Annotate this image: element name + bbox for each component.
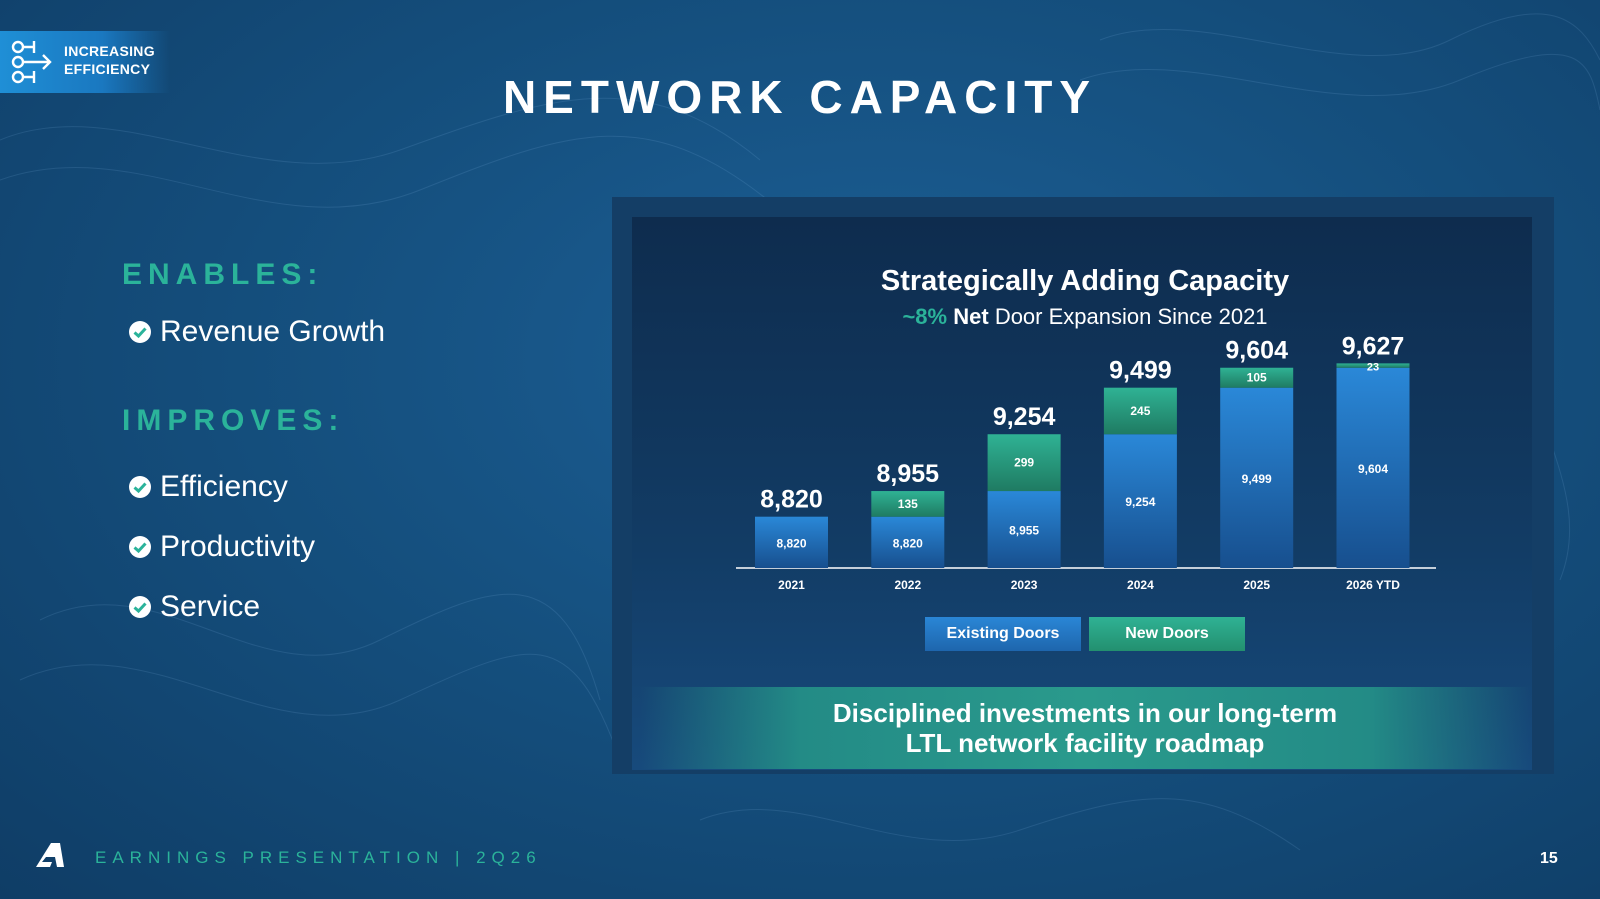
improves-item-productivity: Productivity — [128, 529, 315, 565]
new-doors-bar — [871, 491, 945, 517]
chart-legend: Existing Doors New Doors — [925, 617, 1253, 651]
legend-existing-doors: Existing Doors — [925, 617, 1081, 651]
check-circle-icon — [129, 321, 151, 343]
existing-doors-label: 9,254 — [1125, 495, 1155, 509]
subtitle-bold: Net — [953, 304, 989, 329]
existing-doors-label: 8,955 — [1009, 524, 1039, 538]
subtitle-rest: Door Expansion Since 2021 — [995, 304, 1268, 329]
footer-label: EARNINGS PRESENTATION | 2Q26 — [95, 848, 542, 867]
total-label: 8,820 — [760, 486, 823, 514]
improves-heading: IMPROVES: — [122, 404, 345, 437]
key-message-banner: Disciplined investments in our long-term… — [640, 687, 1530, 769]
capacity-chart: Strategically Adding Capacity ~8% Net Do… — [736, 265, 1436, 592]
existing-doors-bar — [755, 516, 828, 568]
existing-doors-bar — [987, 491, 1061, 568]
new-doors-label: 299 — [1014, 456, 1034, 470]
badge-line-1: INCREASING — [64, 43, 155, 59]
x-tick-label: 2025 — [1243, 578, 1270, 592]
total-label: 9,604 — [1225, 337, 1288, 365]
x-tick-label: 2026 YTD — [1346, 578, 1400, 592]
badge-label: INCREASING EFFICIENCY — [64, 42, 155, 78]
check-circle-icon — [129, 596, 151, 618]
badge-line-2: EFFICIENCY — [64, 61, 151, 77]
legend-new-doors: New Doors — [1089, 617, 1245, 651]
existing-doors-bar — [1220, 387, 1294, 568]
existing-doors-bar — [871, 516, 945, 568]
list-item-label: Efficiency — [160, 470, 288, 503]
list-item-label: Service — [160, 590, 261, 623]
check-circle-icon — [129, 476, 151, 498]
banner-line-2: LTL network facility roadmap — [905, 728, 1265, 758]
total-label: 9,254 — [993, 403, 1056, 431]
x-tick-label: 2021 — [778, 578, 805, 592]
check-circle-icon — [129, 536, 151, 558]
chart-subtitle: ~8% Net Door Expansion Since 2021 — [902, 304, 1267, 329]
existing-doors-label: 9,604 — [1358, 462, 1388, 476]
new-doors-label: 245 — [1130, 404, 1150, 418]
list-item-label: Revenue Growth — [160, 315, 386, 348]
company-logo-icon — [36, 843, 64, 867]
chart-title: Strategically Adding Capacity — [881, 265, 1289, 297]
section-badge: INCREASING EFFICIENCY — [0, 31, 170, 93]
process-flow-icon — [11, 40, 52, 84]
existing-doors-label: 9,499 — [1242, 472, 1272, 486]
list-item-label: Productivity — [160, 530, 316, 563]
new-doors-label: 23 — [1367, 361, 1379, 373]
total-label: 9,627 — [1342, 332, 1405, 360]
new-doors-bar — [1220, 367, 1294, 388]
enables-item-revenue-growth: Revenue Growth — [128, 314, 385, 350]
page-title: NETWORK CAPACITY — [502, 71, 1098, 123]
existing-doors-bar — [1103, 434, 1177, 568]
x-tick-label: 2022 — [894, 578, 921, 592]
new-doors-bar — [987, 434, 1061, 492]
new-doors-bar — [1336, 363, 1410, 368]
total-label: 9,499 — [1109, 357, 1172, 385]
improves-item-service: Service — [128, 589, 260, 625]
new-doors-bar — [1103, 387, 1177, 435]
improves-item-efficiency: Efficiency — [128, 469, 288, 505]
page-number: 15 — [1540, 850, 1558, 867]
existing-doors-label: 8,820 — [776, 536, 806, 550]
x-tick-label: 2024 — [1127, 578, 1154, 592]
subtitle-highlight: ~8% — [902, 304, 947, 329]
existing-doors-label: 8,820 — [893, 536, 923, 550]
total-label: 8,955 — [877, 460, 940, 488]
new-doors-label: 135 — [898, 497, 918, 511]
existing-doors-bar — [1336, 367, 1410, 568]
banner-line-1: Disciplined investments in our long-term — [832, 698, 1338, 728]
new-doors-label: 105 — [1247, 371, 1267, 385]
enables-heading: ENABLES: — [122, 258, 324, 291]
x-tick-label: 2023 — [1011, 578, 1038, 592]
